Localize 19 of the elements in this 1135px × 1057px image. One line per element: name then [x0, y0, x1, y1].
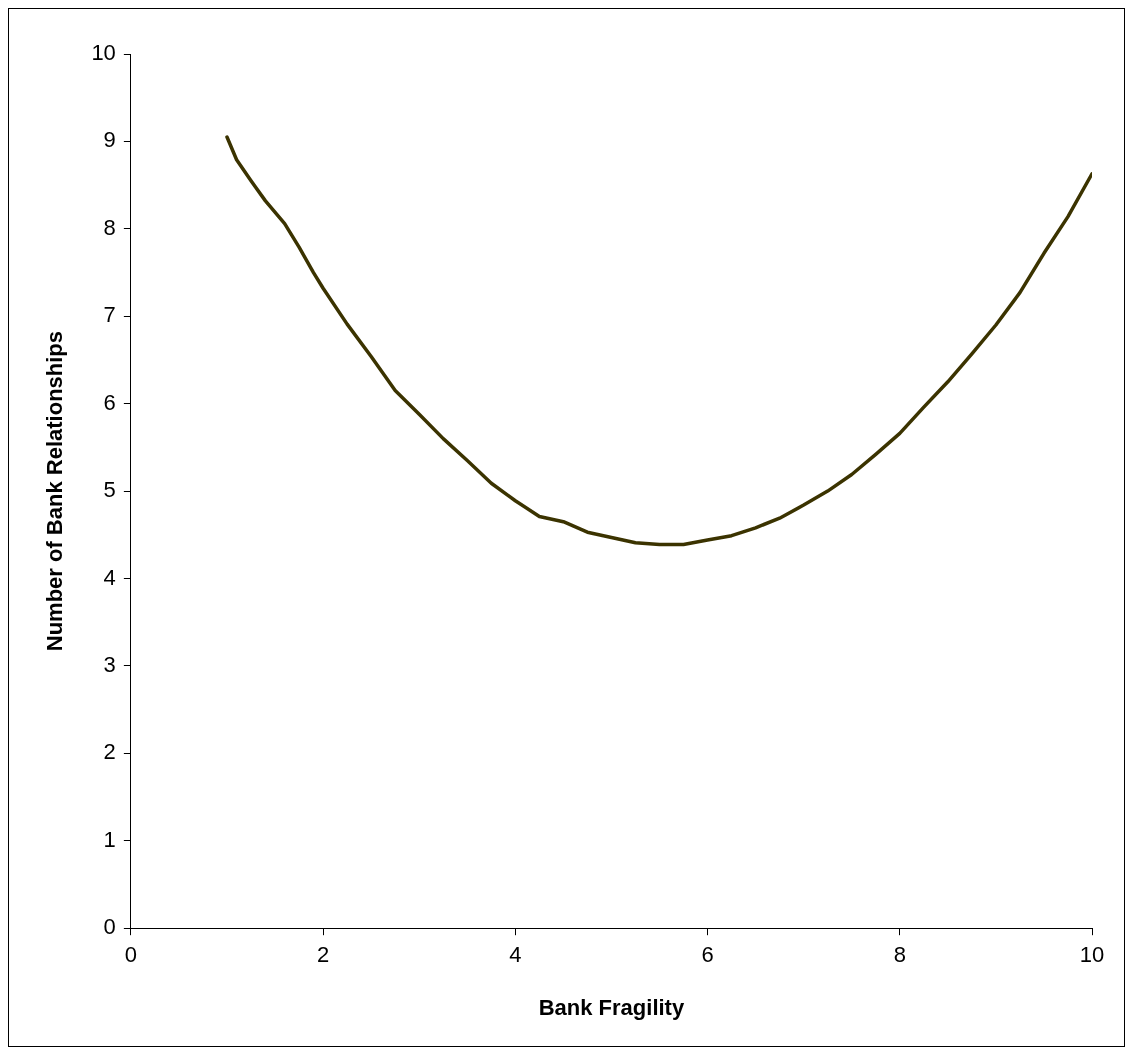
y-tick-label: 6	[103, 389, 116, 415]
y-axis-title: Number of Bank Relationships	[42, 330, 68, 652]
y-tick-label: 0	[103, 914, 116, 940]
y-tick-label: 5	[103, 477, 116, 503]
y-tick-label: 9	[103, 127, 116, 153]
y-tick-label: 4	[103, 564, 116, 590]
x-tick-label: 6	[701, 942, 714, 968]
x-tick-label: 10	[1079, 942, 1105, 968]
x-tick-label: 4	[509, 942, 522, 968]
y-tick-label: 8	[103, 214, 116, 240]
y-tick-label: 1	[103, 826, 116, 852]
y-tick-label: 2	[103, 739, 116, 765]
x-tick-label: 8	[893, 942, 906, 968]
y-tick-label: 7	[103, 302, 116, 328]
x-tick-label: 2	[316, 942, 330, 968]
y-tick-label: 3	[103, 652, 116, 677]
y-tick-label: 10	[91, 40, 116, 66]
x-tick-label: 0	[124, 942, 137, 968]
x-axis-title: Bank Fragility	[538, 994, 685, 1020]
